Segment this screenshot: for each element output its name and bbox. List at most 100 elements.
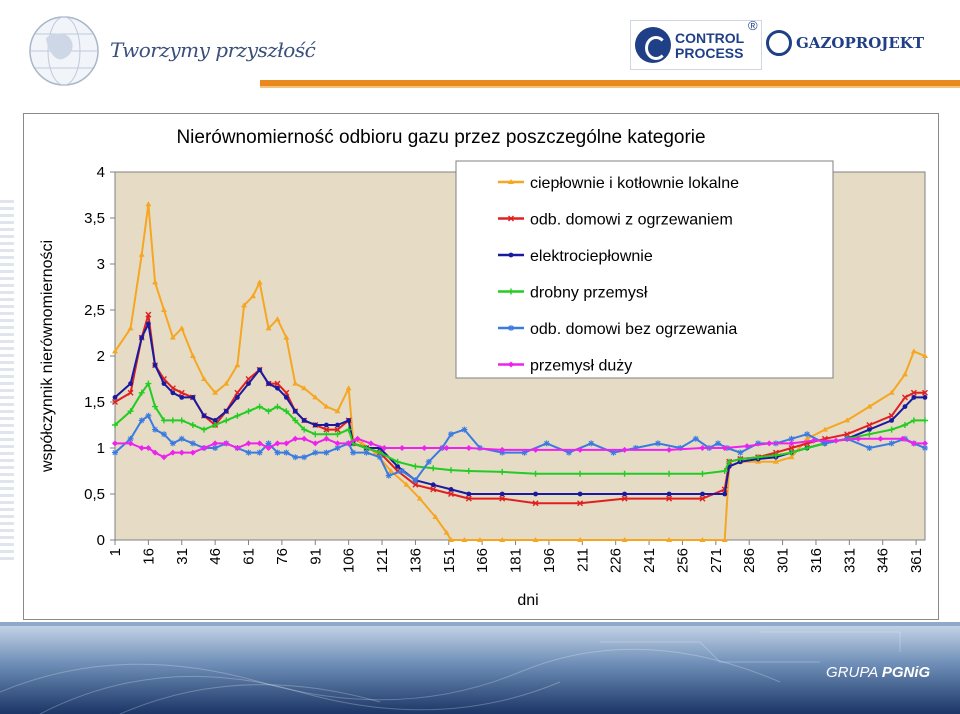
data-point	[201, 445, 208, 451]
data-point	[145, 380, 152, 387]
data-point	[152, 426, 159, 433]
control-process-mark-icon	[635, 27, 671, 63]
data-point	[145, 201, 152, 207]
data-point	[112, 422, 118, 428]
x-tick-label: 46	[207, 548, 224, 565]
data-point	[577, 470, 584, 477]
data-point	[499, 495, 506, 502]
data-point	[201, 426, 208, 433]
data-point	[234, 445, 241, 451]
data-point	[532, 500, 539, 507]
data-point	[772, 452, 779, 459]
data-point	[274, 440, 281, 447]
data-point	[257, 367, 263, 373]
data-point	[152, 362, 158, 368]
data-point	[212, 445, 219, 451]
data-point	[395, 464, 401, 469]
data-point	[743, 443, 750, 450]
data-point	[772, 458, 779, 464]
data-point	[301, 418, 307, 423]
data-point	[350, 449, 357, 456]
data-point	[543, 440, 550, 447]
data-point	[189, 422, 196, 428]
x-tick-label: 241	[641, 548, 658, 573]
data-point	[499, 537, 506, 542]
data-point	[654, 440, 661, 447]
data-point	[922, 353, 928, 358]
series-group	[112, 201, 928, 542]
data-point	[112, 348, 118, 354]
data-point	[430, 465, 437, 472]
data-point	[755, 454, 762, 461]
data-point	[532, 537, 539, 542]
data-point	[443, 445, 450, 451]
data-point	[412, 463, 419, 470]
data-point	[324, 422, 329, 428]
data-point	[345, 440, 352, 447]
data-point	[465, 445, 472, 451]
control-process-line1: CONTROL	[675, 30, 745, 46]
legend-item: drobny przemysł	[498, 285, 648, 302]
legend-item: przemysł duży	[498, 358, 632, 375]
data-point	[274, 403, 281, 410]
data-point	[692, 435, 699, 442]
data-point	[666, 491, 672, 497]
data-point	[621, 446, 628, 453]
data-point	[283, 395, 289, 400]
data-point	[160, 431, 167, 438]
data-point	[301, 426, 308, 433]
data-point	[212, 440, 219, 447]
legend-label: odb. domowi bez ogrzewania	[530, 321, 737, 338]
y-axis-label: współczynnik nierównomierności	[39, 240, 56, 473]
data-point	[201, 413, 207, 419]
data-point	[922, 445, 928, 451]
data-point	[283, 449, 290, 456]
data-point	[201, 376, 208, 381]
x-tick-label: 61	[241, 548, 258, 565]
data-point	[354, 435, 361, 442]
x-tick-label: 76	[274, 548, 291, 565]
data-point	[152, 449, 159, 456]
data-point	[265, 445, 272, 451]
data-point	[245, 408, 252, 415]
series-4	[112, 380, 928, 477]
chart: Nierównomierność odbioru gazu przez posz…	[39, 127, 928, 609]
data-point	[412, 477, 419, 484]
x-tick-label: 166	[474, 548, 491, 573]
x-axis-label: dni	[517, 592, 538, 609]
data-point	[421, 445, 428, 451]
data-point	[499, 491, 505, 497]
data-point	[312, 431, 319, 438]
registered-mark: ®	[748, 18, 758, 33]
data-point	[699, 537, 706, 542]
data-point	[246, 381, 251, 386]
x-tick-label: 301	[775, 548, 792, 573]
x-tick-label: 151	[441, 548, 458, 573]
data-point	[737, 456, 744, 463]
data-point	[283, 334, 290, 340]
data-point	[532, 470, 539, 477]
data-point	[292, 380, 299, 386]
data-point	[223, 440, 230, 447]
data-point	[465, 468, 472, 474]
data-point	[804, 435, 811, 441]
data-point	[323, 449, 330, 456]
data-point	[737, 449, 744, 456]
slogan: Tworzymy przyszłość	[110, 38, 316, 62]
data-point	[866, 427, 872, 432]
data-point	[412, 481, 419, 488]
data-point	[152, 279, 159, 285]
data-point	[621, 537, 628, 542]
data-point	[866, 422, 873, 428]
data-point	[922, 389, 928, 396]
data-point	[888, 440, 895, 447]
chart-frame: Nierównomierność odbioru gazu przez posz…	[23, 113, 939, 620]
x-axis-ticks: 1 16 31 46 61 76 91 106 121 136 151 166 181 196 211 226…	[107, 540, 925, 573]
data-point	[376, 454, 383, 461]
data-point	[178, 325, 185, 331]
data-point	[721, 445, 728, 451]
data-point	[588, 440, 595, 447]
data-point	[312, 449, 319, 456]
legend-label: przemysł duży	[530, 358, 632, 375]
x-tick-label: 271	[708, 548, 725, 573]
